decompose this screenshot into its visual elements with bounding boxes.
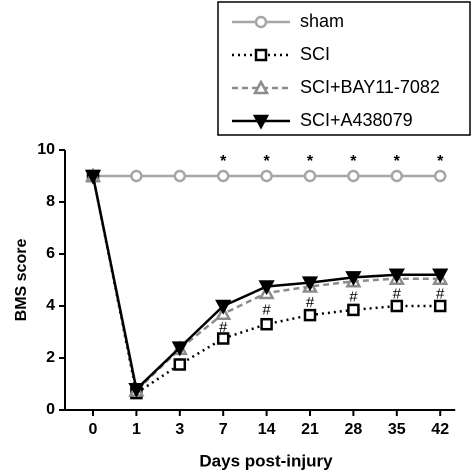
y-tick-label: 4 xyxy=(46,297,55,314)
data-point xyxy=(345,271,362,287)
x-tick-label: 21 xyxy=(301,421,319,438)
data-point xyxy=(347,303,360,317)
data-point xyxy=(260,317,273,331)
x-axis-label: Days post-injury xyxy=(199,451,333,470)
annotation-star: * xyxy=(307,153,314,170)
legend-label: sham xyxy=(300,11,344,31)
annotation-star: * xyxy=(263,153,270,170)
data-point xyxy=(171,341,188,357)
annotation-hash: # xyxy=(393,285,402,302)
x-tick-label: 28 xyxy=(345,421,363,438)
y-axis-label: BMS score xyxy=(13,239,30,322)
annotation-hash: # xyxy=(436,285,445,302)
x-tick-label: 0 xyxy=(89,421,98,438)
x-tick-label: 35 xyxy=(388,421,406,438)
annotation-hash: # xyxy=(349,289,358,306)
legend-marker xyxy=(252,114,270,130)
x-tick-label: 1 xyxy=(132,421,141,438)
series-line xyxy=(91,175,441,396)
y-tick-label: 2 xyxy=(46,349,55,366)
annotation-star: * xyxy=(350,153,357,170)
y-tick-label: 0 xyxy=(46,401,55,418)
data-point xyxy=(173,169,187,183)
data-point xyxy=(128,382,145,398)
x-tick-label: 42 xyxy=(431,421,449,438)
data-point xyxy=(216,332,230,345)
x-tick-label: 3 xyxy=(175,421,184,438)
annotation-star: * xyxy=(437,153,444,170)
data-point xyxy=(432,268,449,284)
data-point xyxy=(173,358,187,371)
data-point xyxy=(215,299,232,315)
data-point xyxy=(130,169,143,183)
legend-marker xyxy=(254,48,268,62)
annotation-star: * xyxy=(220,153,227,170)
data-point xyxy=(347,169,360,183)
annotation-star: * xyxy=(394,153,401,170)
data-point xyxy=(390,169,404,183)
data-point xyxy=(390,299,404,313)
data-point xyxy=(216,169,230,183)
x-tick-label: 14 xyxy=(258,421,276,438)
data-point xyxy=(303,308,317,322)
data-point xyxy=(84,169,102,185)
annotation-hash: # xyxy=(219,319,228,336)
data-point xyxy=(433,299,447,313)
x-tick-label: 7 xyxy=(219,421,228,438)
data-point xyxy=(260,169,273,183)
data-point xyxy=(301,276,319,292)
y-tick-label: 6 xyxy=(46,245,55,262)
data-point xyxy=(303,169,317,183)
legend-label: SCI+A438079 xyxy=(300,110,413,130)
legend-box xyxy=(217,1,471,136)
legend-marker xyxy=(252,79,270,95)
data-point xyxy=(258,280,275,296)
legend-label: SCI+BAY11-7082 xyxy=(300,77,440,97)
y-tick-label: 8 xyxy=(46,193,55,210)
annotation-hash: # xyxy=(306,294,315,311)
legend-label: SCI xyxy=(300,44,330,64)
data-point xyxy=(388,268,405,284)
legend-marker xyxy=(254,15,268,29)
y-tick-label: 10 xyxy=(37,141,55,158)
annotation-hash: # xyxy=(262,302,271,319)
data-point xyxy=(433,169,447,183)
